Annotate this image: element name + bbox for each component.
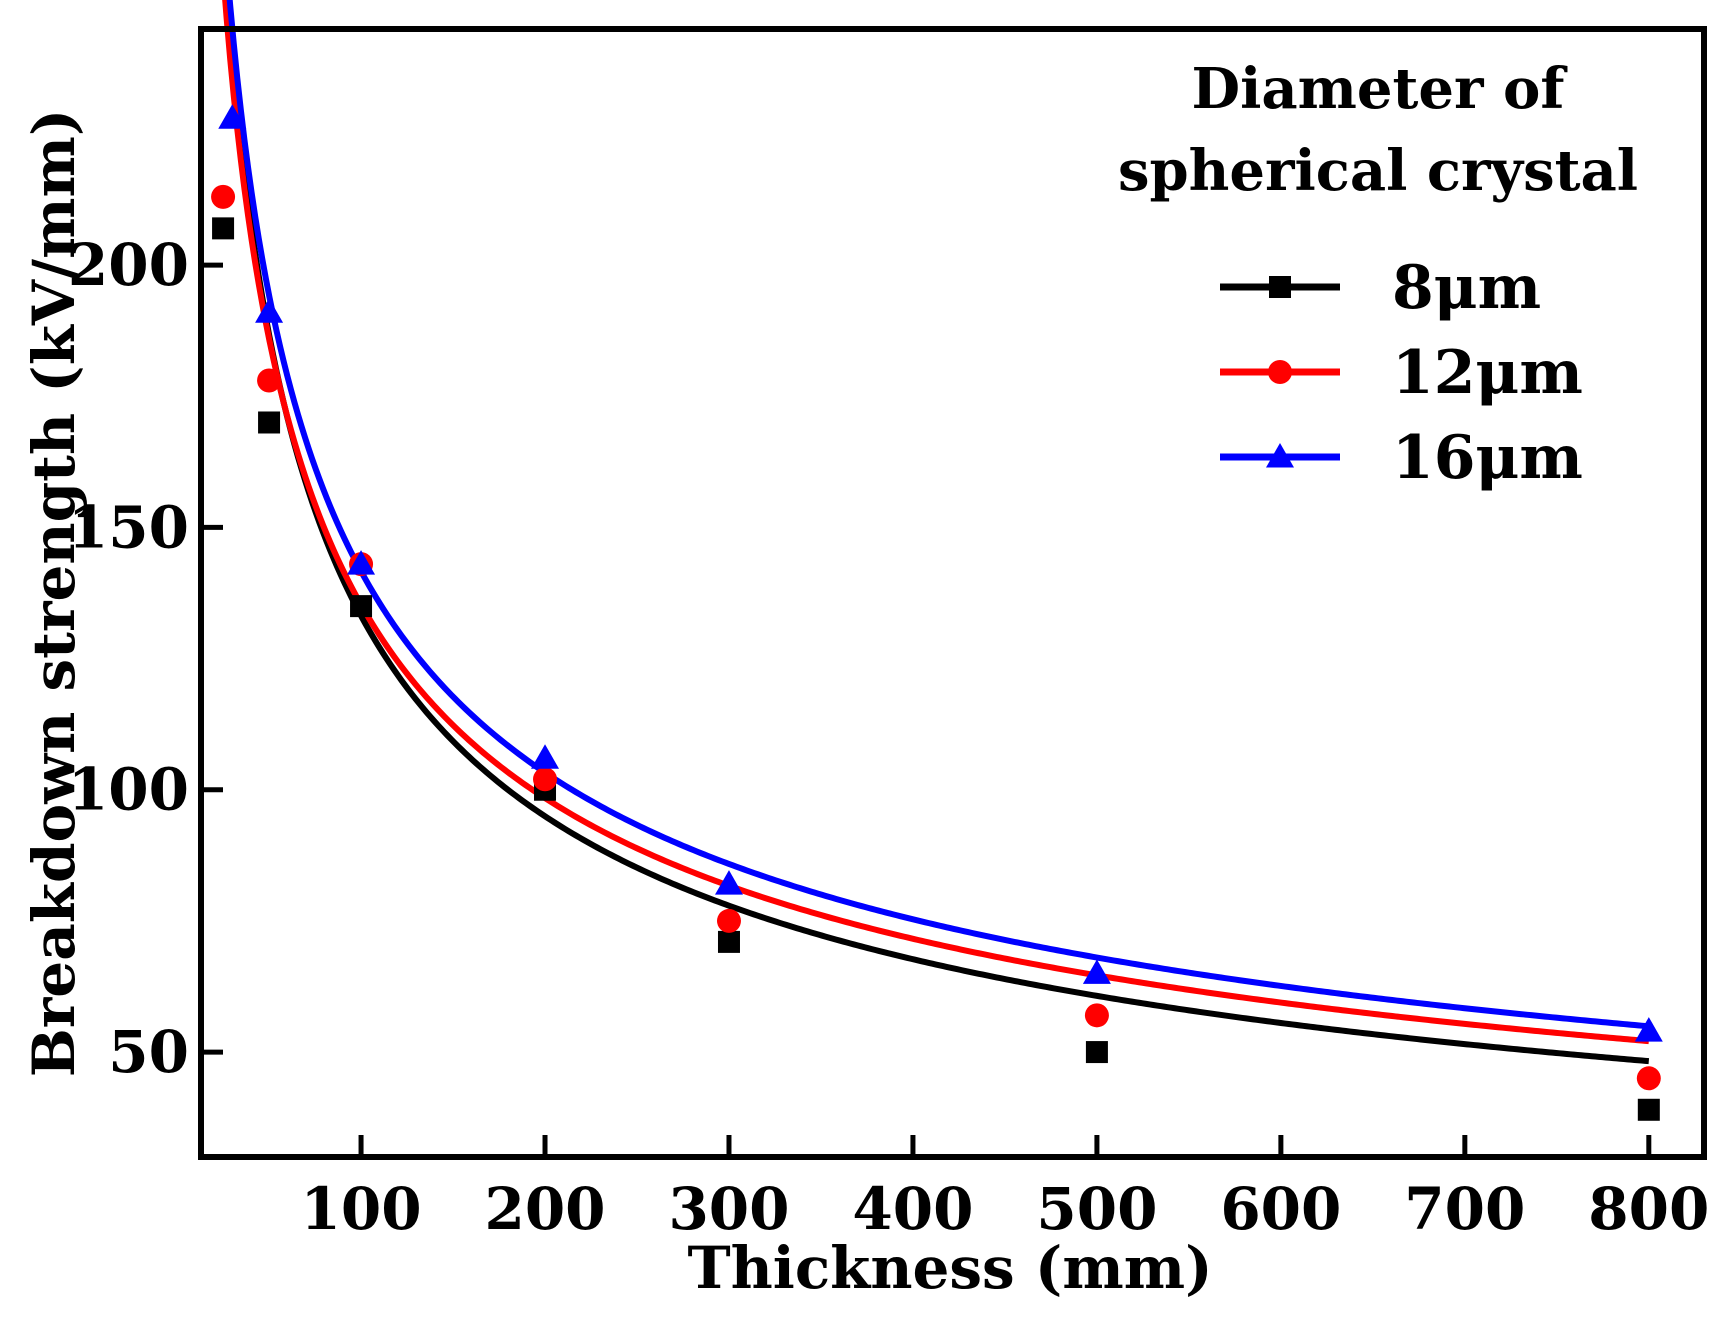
fit-curve-3	[226, 0, 1650, 1030]
data-point-series-2	[1084, 1003, 1109, 1028]
x-tick-label: 800	[1588, 1175, 1709, 1243]
data-point-series-2	[257, 368, 282, 393]
legend-marker-1	[1269, 276, 1291, 298]
y-tick-label: 100	[68, 756, 189, 824]
legend: Diameter of spherical crystal 8μm 12μm 16μ…	[1118, 56, 1638, 493]
y-axis-title: Breakdown strength (kV/mm)	[20, 109, 88, 1078]
axis-ticks: 100 200 300 400 500 600 700 800 50 100 150 200	[68, 231, 1709, 1243]
legend-title-line1: Diameter of	[1192, 56, 1569, 122]
legend-title-line2: spherical crystal	[1118, 138, 1638, 204]
x-tick-label: 400	[852, 1175, 973, 1243]
y-tick-label: 200	[68, 231, 189, 299]
y-tick-label: 50	[108, 1018, 189, 1086]
legend-label-2: 12μm	[1392, 338, 1583, 408]
data-point-series-1	[350, 595, 373, 618]
data-point-series-3	[255, 298, 284, 323]
data-point-series-1	[717, 930, 740, 953]
legend-label-1: 8μm	[1392, 253, 1541, 323]
fit-curves	[222, 0, 1650, 1065]
x-tick-label: 500	[1036, 1175, 1157, 1243]
fit-curve-2	[222, 0, 1650, 1045]
data-point-series-3	[1634, 1017, 1663, 1042]
data-point-series-2	[716, 908, 741, 933]
fit-curve-1	[224, 0, 1650, 1065]
legend-entries: 8μm 12μm 16μm	[1220, 253, 1583, 493]
data-point-series-1	[212, 217, 235, 240]
y-tick-label: 150	[68, 493, 189, 561]
x-tick-label: 600	[1220, 1175, 1341, 1243]
data-point-series-3	[347, 550, 376, 575]
x-tick-label: 200	[484, 1175, 605, 1243]
legend-marker-3	[1266, 443, 1294, 468]
data-point-series-1	[1085, 1041, 1108, 1064]
data-point-series-3	[531, 744, 560, 769]
x-tick-label: 300	[668, 1175, 789, 1243]
legend-label-3: 16μm	[1392, 423, 1583, 493]
plot-frame	[198, 26, 1707, 1160]
data-point-series-2	[1636, 1066, 1661, 1091]
data-point-series-3	[714, 870, 743, 895]
data-point-series-2	[533, 767, 558, 792]
legend-marker-2	[1268, 360, 1292, 384]
data-point-series-2	[211, 184, 236, 209]
data-point-series-3	[218, 104, 247, 129]
x-tick-label: 700	[1404, 1175, 1525, 1243]
data-point-series-3	[1082, 959, 1111, 984]
x-axis-title: Thickness (mm)	[687, 1234, 1212, 1302]
data-point-series-1	[1637, 1098, 1660, 1121]
data-markers	[211, 104, 1663, 1121]
data-point-series-1	[258, 411, 281, 434]
x-tick-label: 100	[301, 1175, 422, 1243]
